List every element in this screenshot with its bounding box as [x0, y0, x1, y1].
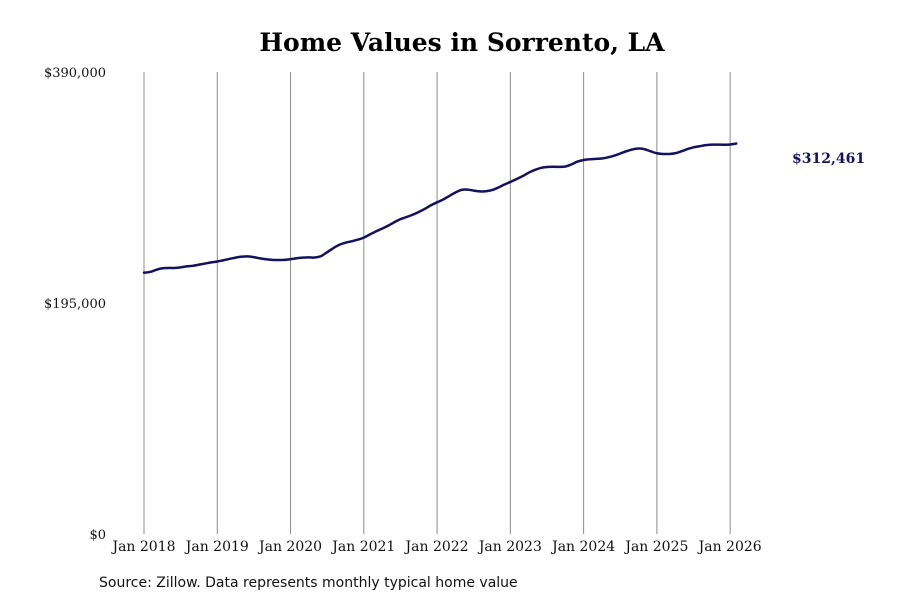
- x-tick-label: Jan 2019: [184, 539, 249, 555]
- y-tick-label: $195,000: [44, 297, 106, 312]
- source-note: Source: Zillow. Data represents monthly …: [99, 575, 518, 591]
- home-value-series-line: [142, 142, 738, 274]
- x-axis-ticks: Jan 2018 Jan 2019 Jan 2020 Jan 2021 Jan 2022…: [110, 539, 761, 555]
- x-tick-label: Jan 2023: [477, 539, 542, 555]
- latest-value-label: $312,461: [792, 151, 865, 167]
- x-tick-label: Jan 2024: [550, 539, 615, 555]
- y-tick-label: $390,000: [44, 66, 106, 81]
- x-tick-label: Jan 2021: [330, 539, 395, 555]
- x-tick-label: Jan 2025: [623, 539, 688, 555]
- y-tick-label: $0: [89, 528, 106, 543]
- x-gridlines: [143, 72, 731, 534]
- x-tick-label: Jan 2022: [404, 539, 469, 555]
- x-tick-label: Jan 2020: [257, 539, 322, 555]
- chart-title: Home Values in Sorrento, LA: [259, 28, 665, 57]
- x-tick-label: Jan 2018: [110, 539, 175, 555]
- y-axis-ticks: $0 $195,000 $390,000: [44, 66, 106, 543]
- x-tick-label: Jan 2026: [697, 539, 762, 555]
